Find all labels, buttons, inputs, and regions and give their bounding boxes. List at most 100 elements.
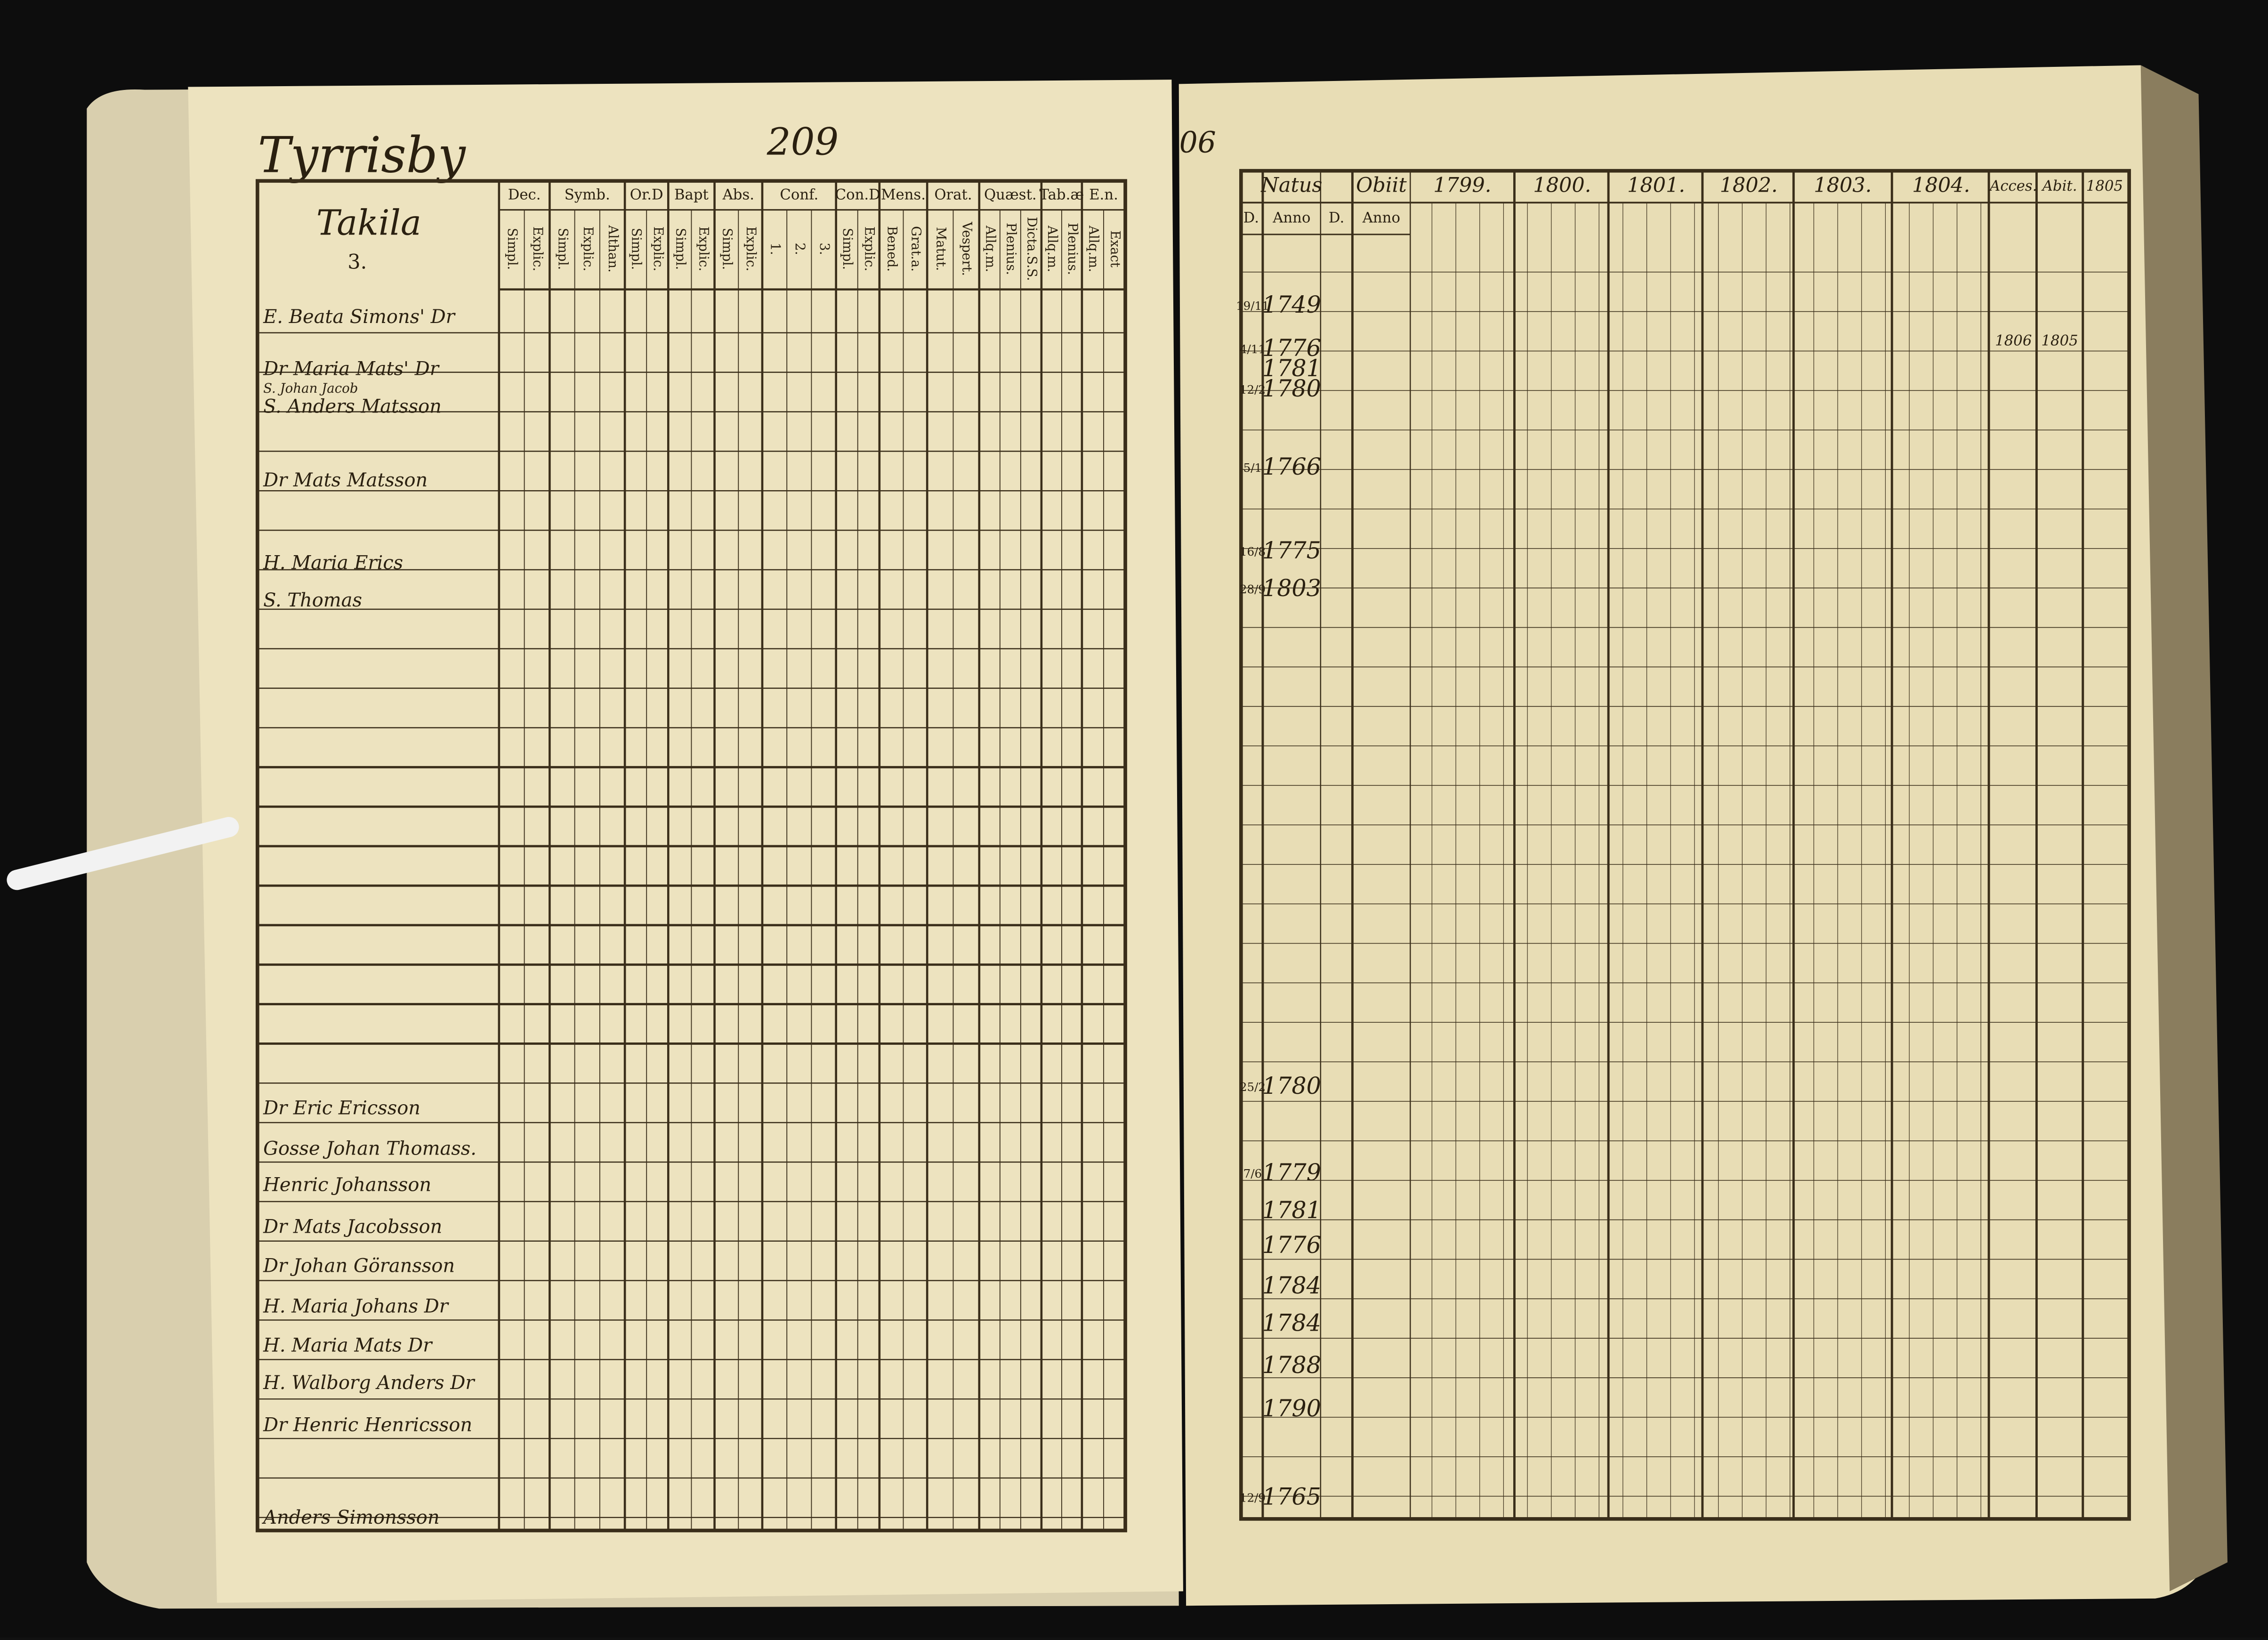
resident-name: H. Maria Erics xyxy=(263,552,403,574)
column-header: Tab.æ xyxy=(1040,186,1084,203)
column-subheader: Simpl. xyxy=(629,228,645,270)
birth-day: 12/2 xyxy=(1240,383,1266,396)
birth-year: 1775 xyxy=(1262,537,1321,564)
birth-year: 1776 xyxy=(1262,334,1321,362)
column-header: Abit. xyxy=(2041,178,2077,194)
right-page xyxy=(1178,65,2213,1606)
resident-name: Dr Maria Mats' Dr xyxy=(263,358,440,380)
birth-year: 1784 xyxy=(1262,1309,1321,1337)
birth-year: 1781 xyxy=(1262,1196,1321,1224)
column-subheader: Simpl. xyxy=(840,228,856,270)
resident-name: H. Walborg Anders Dr xyxy=(263,1372,476,1394)
resident-name: E. Beata Simons' Dr xyxy=(263,306,456,328)
birth-day: 28/9 xyxy=(1240,582,1266,596)
column-subheader: Allq.m. xyxy=(983,225,998,272)
column-subheader: Simpl. xyxy=(505,228,520,270)
birth-year: 1749 xyxy=(1262,291,1321,318)
column-subheader: Anno xyxy=(1362,210,1400,226)
parish-title: Tyrrisby xyxy=(258,126,466,184)
birth-year: 1788 xyxy=(1262,1351,1321,1379)
birth-year: 1780 xyxy=(1262,375,1321,402)
pointer-stick xyxy=(7,816,239,890)
column-subheader: 2. xyxy=(792,242,808,255)
birth-year: 1803 xyxy=(1262,574,1321,602)
column-subheader: Explic. xyxy=(581,226,596,271)
column-subheader: Explic. xyxy=(651,226,666,271)
column-subheader: Simpl. xyxy=(556,228,571,270)
column-header: Obiit xyxy=(1356,174,1407,197)
column-subheader: Matut. xyxy=(933,227,949,271)
column-subheader: 3. xyxy=(817,242,832,255)
column-subheader: Simpl. xyxy=(719,228,735,270)
column-header: 1805 xyxy=(2086,178,2123,194)
resident-name: Henric Johansson xyxy=(263,1174,431,1196)
column-header: Conf. xyxy=(780,186,818,203)
column-subheader: Plenius. xyxy=(1003,223,1019,275)
column-header: 1804. xyxy=(1912,174,1970,197)
birth-day: 16/8 xyxy=(1240,545,1266,558)
column-subheader: Explic. xyxy=(696,226,712,271)
birth-day: 19/11 xyxy=(1236,299,1269,313)
column-header: E.n. xyxy=(1089,186,1118,203)
village-name: Takila xyxy=(316,203,421,243)
column-header: 1801. xyxy=(1627,174,1685,197)
page-number: 209 xyxy=(767,120,839,163)
resident-name: Dr Henric Henricsson xyxy=(263,1414,472,1436)
page-number: 06 xyxy=(1179,126,1216,159)
resident-name: Dr Mats Matsson xyxy=(263,469,428,491)
resident-name: Anders Simonsson xyxy=(261,1507,439,1528)
resident-name: Gosse Johan Thomass. xyxy=(263,1138,476,1160)
column-subheader: Explic. xyxy=(530,226,546,271)
column-header: Or.D xyxy=(630,186,663,203)
column-subheader: Plenius. xyxy=(1065,223,1081,275)
birth-year: 1779 xyxy=(1262,1159,1321,1186)
birth-day: 5/1 xyxy=(1243,461,1262,475)
column-header: Natus xyxy=(1260,174,1322,197)
birth-day: 12/9 xyxy=(1240,1491,1266,1504)
birth-year: 1765 xyxy=(1262,1483,1321,1510)
birth-year: 1784 xyxy=(1262,1272,1321,1299)
column-subheader: D. xyxy=(1329,210,1344,226)
column-subheader: Vespert. xyxy=(960,221,975,276)
column-subheader: 1. xyxy=(768,242,783,255)
column-header: Symb. xyxy=(565,186,610,203)
column-subheader: Allq.m. xyxy=(1045,225,1060,272)
birth-day: 25/2 xyxy=(1240,1080,1266,1094)
column-subheader: Bened. xyxy=(885,226,900,272)
acces-year: 1806 xyxy=(1995,332,2032,349)
column-header: Abs. xyxy=(722,186,754,203)
column-subheader: Explic. xyxy=(743,226,759,271)
abit-year: 1805 xyxy=(2042,332,2078,349)
column-subheader: D. xyxy=(1243,210,1259,226)
column-header: 1802. xyxy=(1720,174,1778,197)
resident-name: Dr Eric Ericsson xyxy=(263,1097,420,1119)
birth-year: 1781 xyxy=(1262,355,1321,382)
resident-name: S. Thomas xyxy=(263,590,362,611)
resident-name: S. Johan Jacob xyxy=(263,380,358,396)
birth-year: 1766 xyxy=(1262,453,1321,480)
column-header: 1800. xyxy=(1533,174,1591,197)
resident-name: H. Maria Mats Dr xyxy=(263,1334,433,1356)
column-subheader: Dicta.S.S. xyxy=(1024,217,1040,281)
column-subheader: Grat.a. xyxy=(908,226,924,272)
column-header: 1799. xyxy=(1433,174,1491,197)
column-header: 1803. xyxy=(1814,174,1872,197)
birth-year: 1780 xyxy=(1262,1072,1321,1099)
birth-day: 7/6 xyxy=(1243,1167,1262,1180)
column-subheader: Explic. xyxy=(862,226,877,271)
column-header: Dec. xyxy=(508,186,541,203)
column-header: Mens. xyxy=(881,186,926,203)
left-page xyxy=(188,80,1183,1603)
column-header: Acces. xyxy=(1988,178,2037,194)
birth-year: 1776 xyxy=(1262,1231,1321,1259)
resident-name: Dr Mats Jacobsson xyxy=(263,1216,442,1237)
column-subheader: Anno xyxy=(1272,210,1310,226)
column-header: Orat. xyxy=(934,186,972,203)
birth-day: 4/11 xyxy=(1240,342,1266,356)
column-subheader: Allq.m. xyxy=(1086,225,1101,272)
column-subheader: Simpl. xyxy=(673,228,688,270)
column-header: Bapt xyxy=(674,186,709,203)
resident-name: Dr Johan Göransson xyxy=(263,1255,455,1276)
resident-name: H. Maria Johans Dr xyxy=(263,1295,450,1317)
